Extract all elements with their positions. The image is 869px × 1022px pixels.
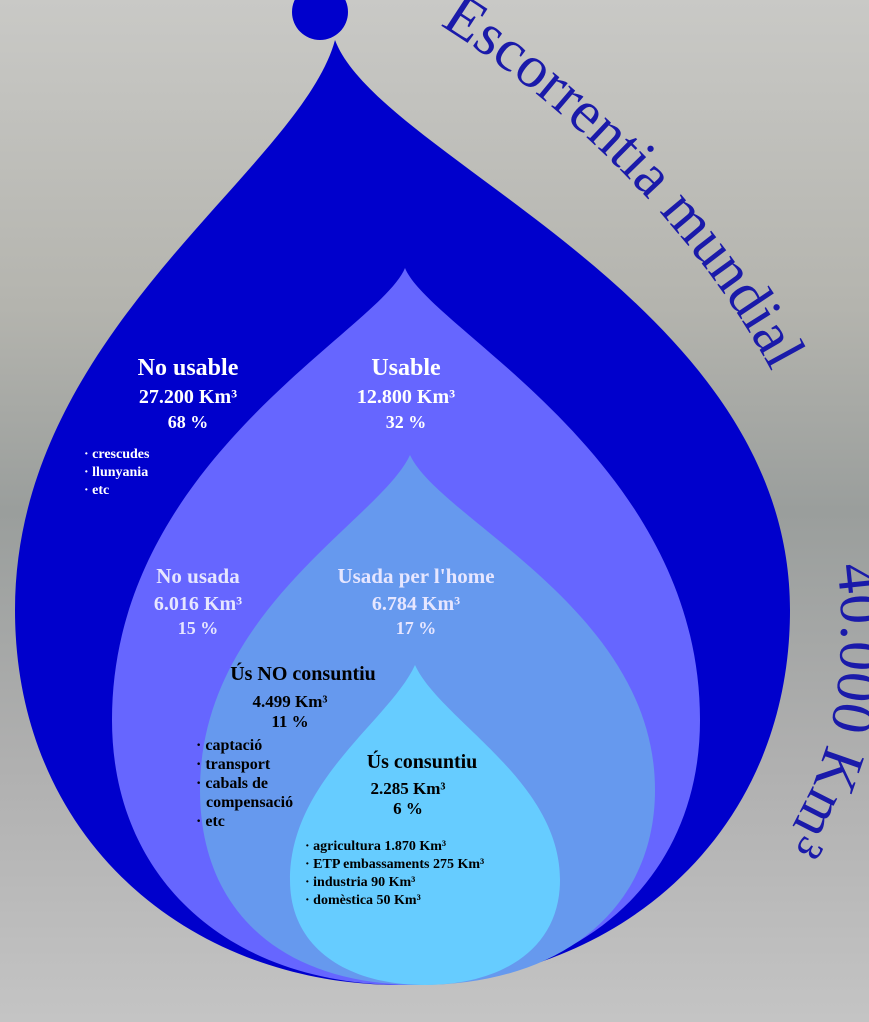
label: No usada — [156, 564, 240, 588]
note: · etc — [84, 483, 109, 498]
label: No usable — [138, 355, 239, 381]
notes-consuntiu: · agricultura 1.870 Km³ · ETP embassamen… — [305, 839, 484, 908]
notes-no-usable: · crescudes · llunyania · etc — [84, 447, 150, 498]
note: · transport — [196, 756, 271, 773]
region-usable: Usable 12.800 Km³ 32 % — [357, 355, 455, 432]
region-no-usable: No usable 27.200 Km³ 68 % — [138, 355, 239, 432]
note: · cabals de — [196, 775, 268, 792]
amount: 2.285 Km³ — [371, 779, 446, 798]
percent: 17 % — [396, 618, 437, 638]
note: · domèstica 50 Km³ — [305, 893, 421, 908]
amount: 6.784 Km³ — [372, 593, 460, 615]
region-no-usada: No usada 6.016 Km³ 15 % — [154, 564, 242, 638]
note: · llunyania — [84, 465, 148, 480]
note: compensació — [206, 794, 293, 811]
label: Ús NO consuntiu — [230, 661, 376, 685]
amount: 27.200 Km³ — [139, 386, 237, 408]
region-no-consuntiu: Ús NO consuntiu 4.499 Km³ 11 % — [230, 661, 376, 731]
note: · industria 90 Km³ — [305, 875, 415, 890]
percent: 15 % — [178, 618, 219, 638]
label: Ús consuntiu — [367, 749, 478, 773]
label: Usable — [371, 355, 441, 381]
drop-consumptive — [290, 665, 560, 985]
note: · crescudes — [84, 447, 150, 462]
amount: 4.499 Km³ — [253, 692, 328, 711]
percent: 11 % — [271, 712, 308, 731]
percent: 32 % — [386, 412, 427, 432]
note: · etc — [196, 813, 225, 830]
notes-no-consuntiu: · captació · transport · cabals de compe… — [196, 737, 293, 830]
note: · captació — [196, 737, 262, 754]
amount: 6.016 Km³ — [154, 593, 242, 615]
label: Usada per l'home — [337, 564, 494, 588]
amount: 12.800 Km³ — [357, 386, 455, 408]
droplet — [292, 0, 348, 40]
percent: 6 % — [393, 799, 423, 818]
percent: 68 % — [168, 412, 209, 432]
region-consuntiu: Ús consuntiu 2.285 Km³ 6 % — [367, 749, 478, 818]
note: · ETP embassaments 275 Km³ — [305, 857, 484, 872]
note: · agricultura 1.870 Km³ — [305, 839, 446, 854]
region-usada: Usada per l'home 6.784 Km³ 17 % — [337, 564, 494, 638]
